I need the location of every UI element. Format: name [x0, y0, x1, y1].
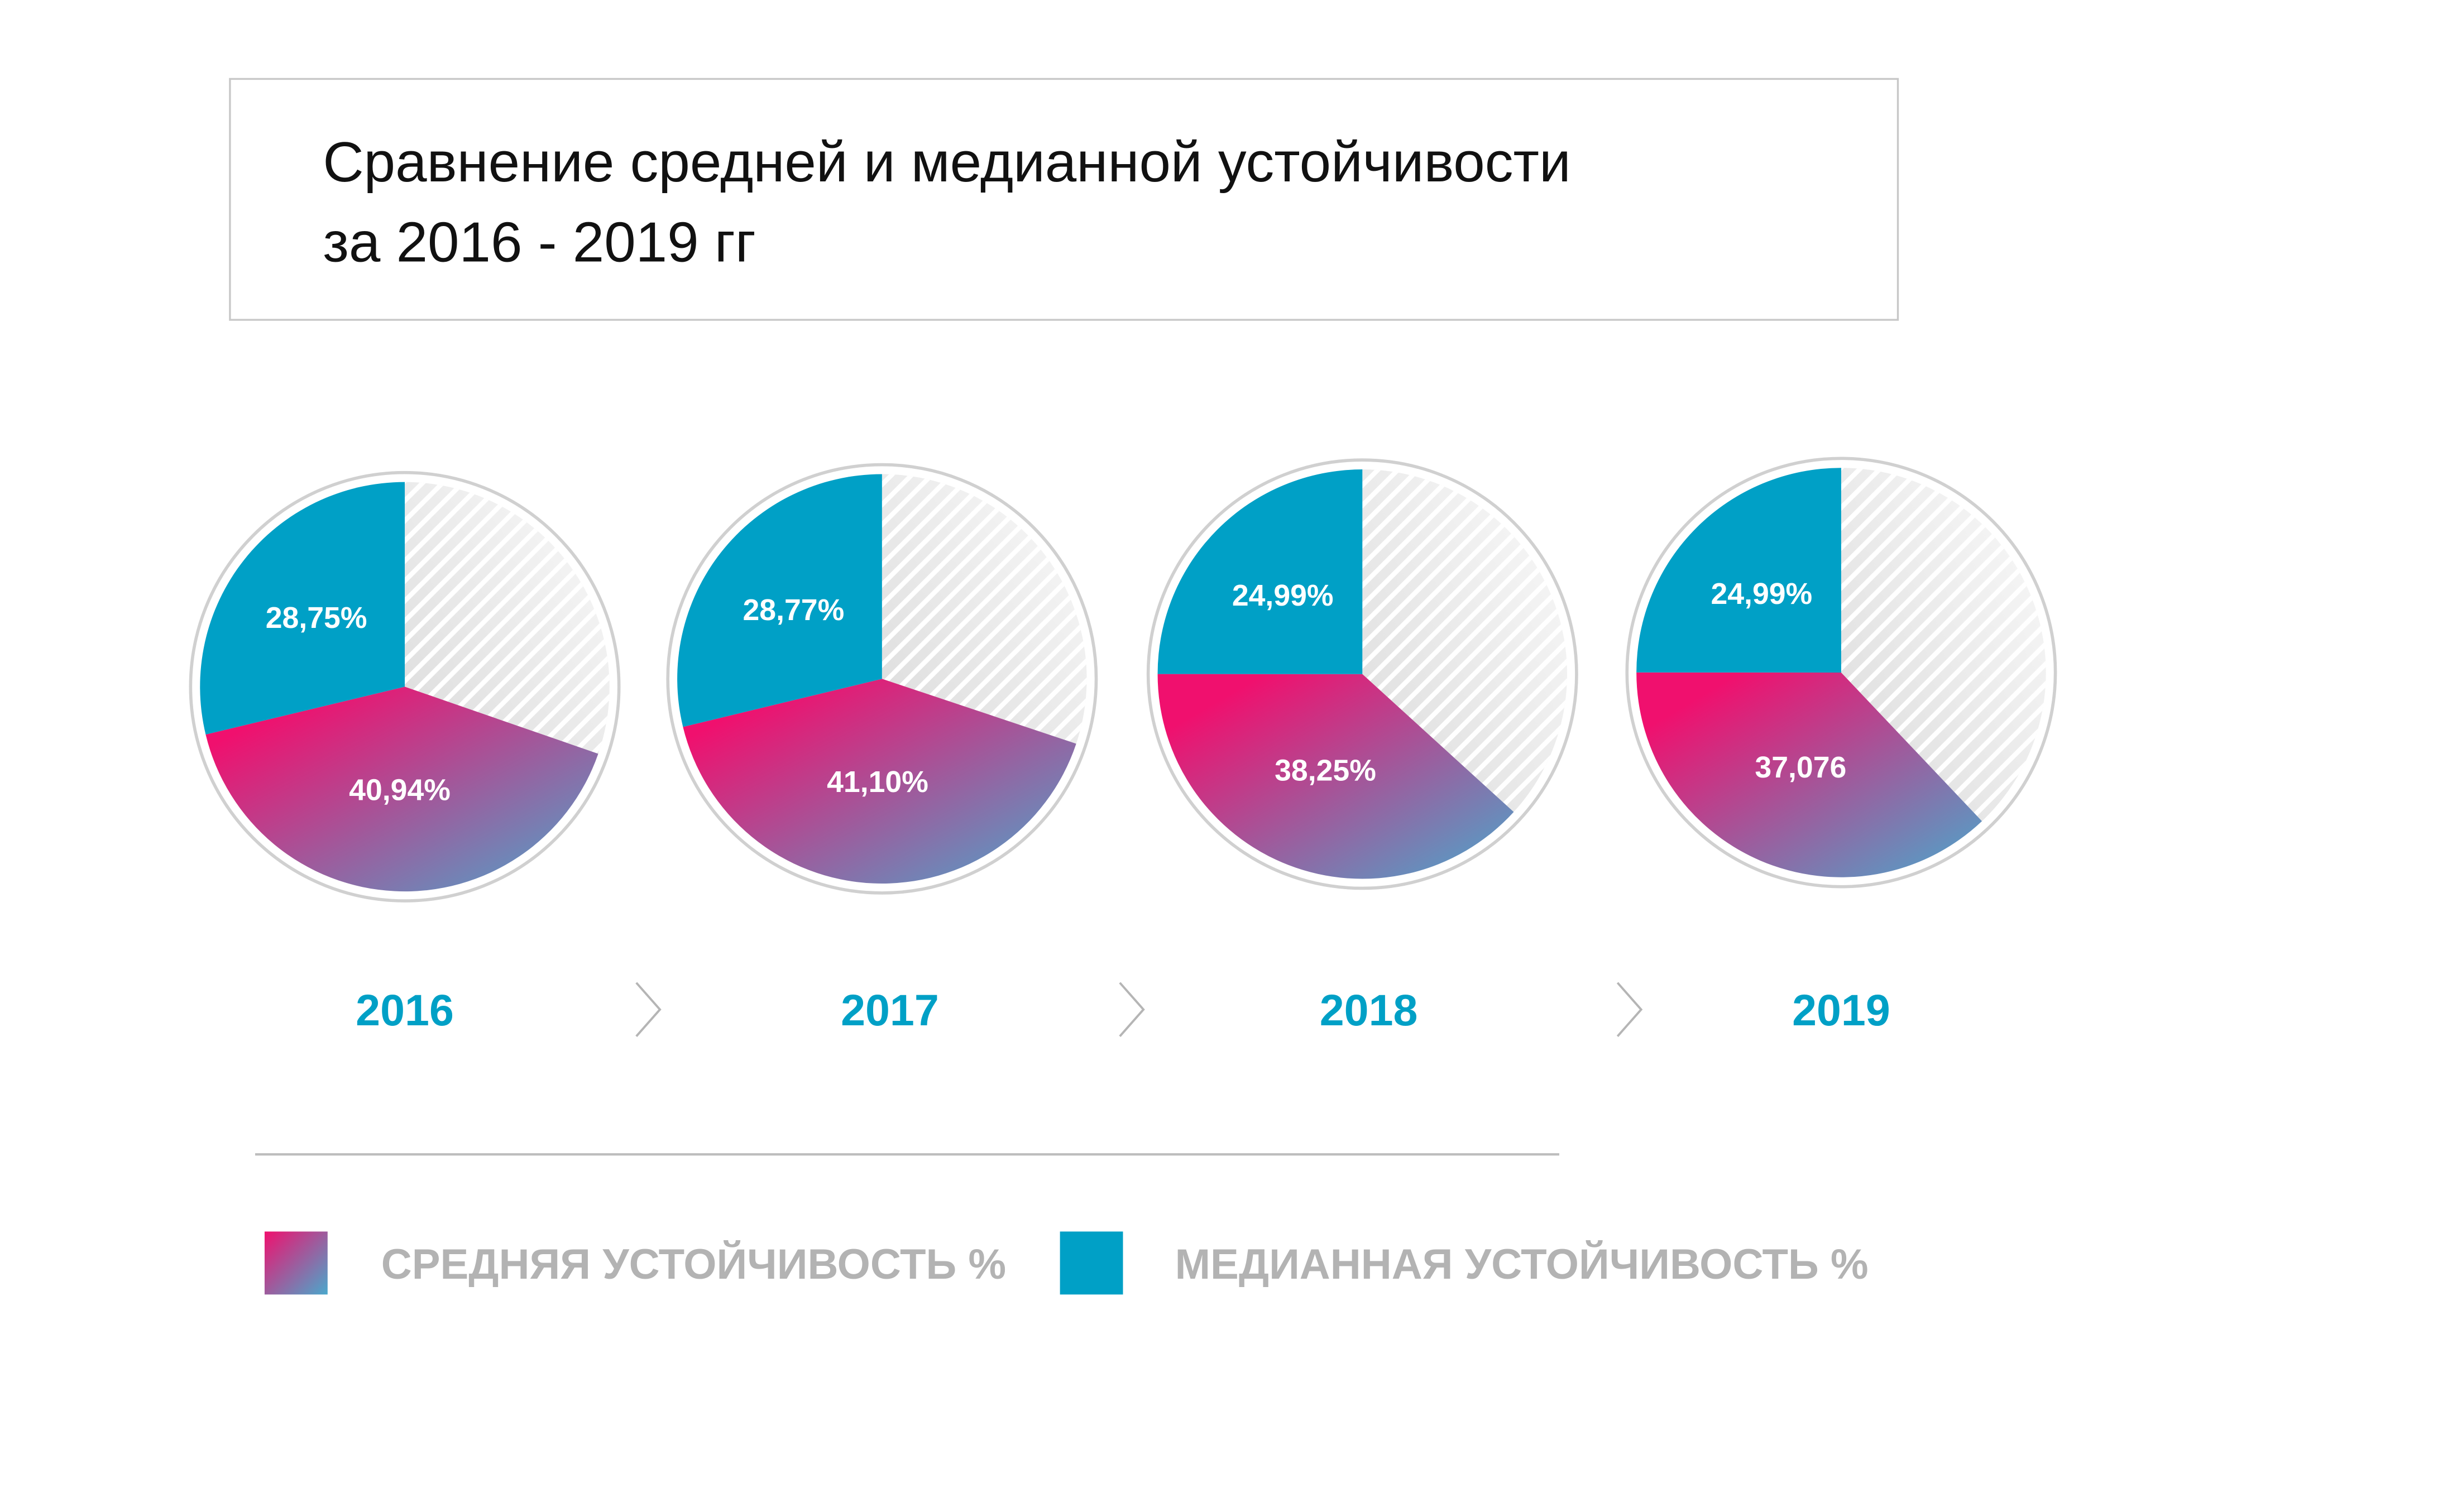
title-box [229, 78, 1899, 321]
chart-title-line-1: Сравнение средней и медианной устойчивос… [323, 130, 1570, 194]
pie-charts: 28,75%40,94%28,77%41,10%24,99%38,25%24,9… [189, 457, 2057, 903]
data-label-median: 24,99% [1711, 577, 1812, 611]
pie-slice-median [1636, 468, 1841, 673]
data-label-mean: 40,94% [349, 773, 451, 807]
pie-slice-remainder-hatch [1362, 469, 1568, 812]
legend-label-mean: СРЕДНЯЯ УСТОЙЧИВОСТЬ % [381, 1240, 1006, 1288]
data-label-median: 28,75% [266, 601, 367, 635]
chevron-right-icon [1616, 982, 1643, 1037]
pie-slice-median [1157, 469, 1363, 674]
pie-2017: 28,77% 41,10% [666, 463, 1098, 895]
chevron-right-icon [1119, 982, 1145, 1037]
legend: СРЕДНЯЯ УСТОЙЧИВОСТЬ % МЕДИАННАЯ УСТОЙЧИ… [264, 1231, 1869, 1295]
pie-slice-remainder-hatch [1841, 468, 2046, 822]
data-label-mean: 38,25% [1275, 754, 1376, 788]
data-label-median: 28,77% [743, 593, 844, 627]
year-label-2016: 2016 [356, 985, 454, 1035]
chevrons [635, 982, 1643, 1037]
pie-2019: 24,99% 37,076 [1625, 457, 2057, 889]
pie-slice-mean [683, 679, 1076, 884]
pie-slice-mean [1636, 672, 1982, 877]
year-label-2018: 2018 [1320, 985, 1418, 1035]
pie-slice-remainder-hatch [882, 474, 1087, 744]
year-label-2017: 2017 [841, 985, 939, 1035]
pie-slice-remainder-hatch [405, 482, 610, 754]
pie-slice-median [677, 474, 882, 727]
pie-slice-mean [1157, 674, 1514, 879]
year-label-2019: 2019 [1792, 985, 1890, 1035]
pie-slice-mean [205, 687, 598, 892]
pie-2018: 24,99% 38,25% [1146, 458, 1578, 890]
legend-label-median: МЕДИАННАЯ УСТОЙЧИВОСТЬ % [1175, 1240, 1869, 1288]
data-label-median: 24,99% [1232, 579, 1334, 612]
data-label-mean: 37,076 [1755, 751, 1846, 784]
year-labels: 2016 2017 2018 2019 [356, 985, 1890, 1035]
data-label-mean: 41,10% [827, 765, 928, 799]
chart-title-line-2: за 2016 - 2019 гг [323, 210, 756, 274]
legend-swatch-median [1060, 1231, 1123, 1295]
pie-2016: 28,75% 40,94% [189, 471, 621, 903]
chevron-right-icon [635, 982, 662, 1037]
legend-swatch-mean [264, 1231, 328, 1295]
pie-slice-median [200, 482, 405, 735]
